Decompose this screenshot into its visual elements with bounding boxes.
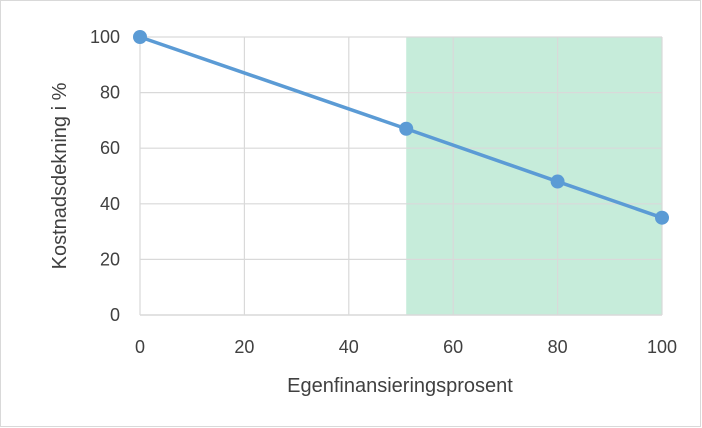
y-tick-label: 40 xyxy=(100,194,120,214)
y-axis-title: Kostnadsdekning i % xyxy=(49,82,71,269)
data-point xyxy=(399,121,414,136)
data-point xyxy=(655,210,669,225)
x-axis-title: Egenfinansieringsprosent xyxy=(287,375,513,397)
y-tick-label: 80 xyxy=(100,83,120,103)
y-tick-label: 0 xyxy=(110,305,120,325)
x-tick-label: 0 xyxy=(135,337,145,357)
series-line xyxy=(139,35,663,220)
x-tick-label: 100 xyxy=(647,337,677,357)
x-tick-label: 20 xyxy=(234,337,254,357)
x-tick-label: 40 xyxy=(339,337,359,357)
tick-labels: 0 20 40 60 80 100 0 20 40 60 80 100 xyxy=(90,27,677,357)
y-tick-label: 100 xyxy=(90,27,120,47)
y-tick-label: 60 xyxy=(100,138,120,158)
data-point xyxy=(133,30,147,44)
x-tick-label: 80 xyxy=(548,337,568,357)
series-layer xyxy=(133,30,669,225)
data-point xyxy=(550,174,565,189)
x-tick-label: 60 xyxy=(443,337,463,357)
y-tick-label: 20 xyxy=(100,249,120,269)
shaded-region-layer xyxy=(406,37,662,315)
shaded-region xyxy=(406,37,662,315)
